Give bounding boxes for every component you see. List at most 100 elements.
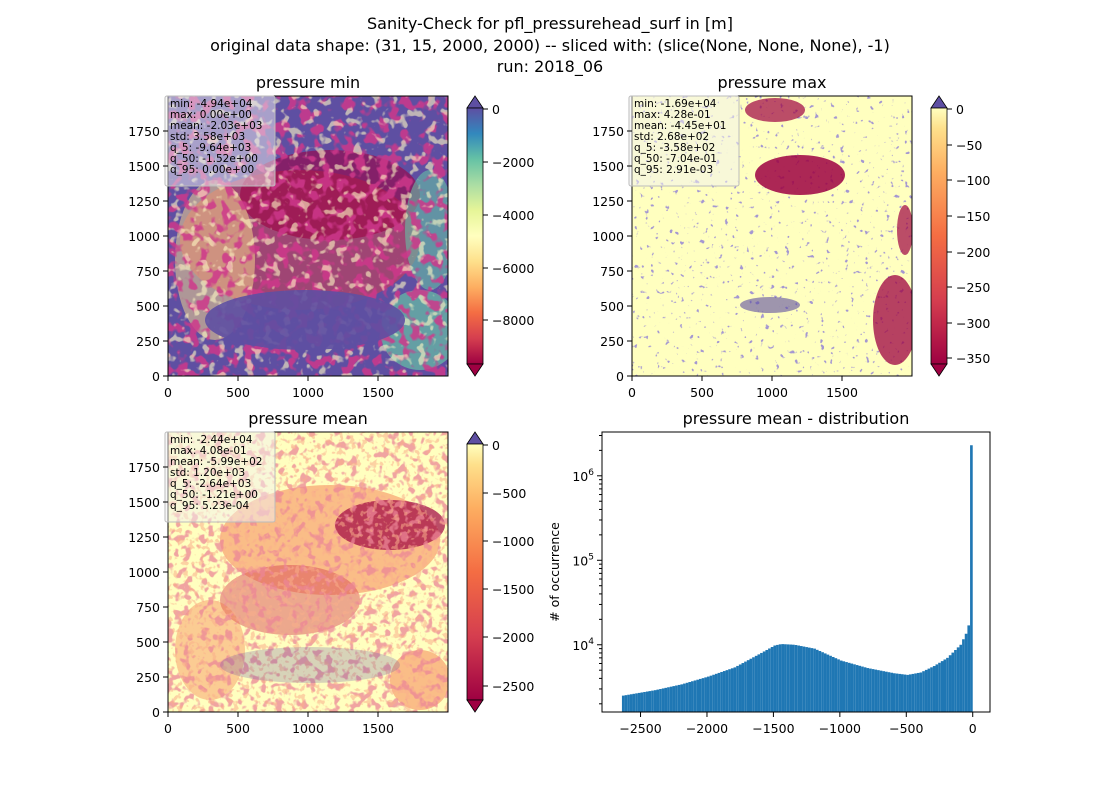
y-tick-label: 750 [136, 264, 160, 279]
x-tick-label: −2500 [619, 721, 661, 736]
histogram-bar [738, 664, 742, 712]
stats-box: min: -4.94e+04 max: 0.00e+00 mean: -2.03… [164, 95, 276, 187]
histogram-bar [659, 689, 662, 712]
histogram-bar [656, 689, 660, 712]
stat-line: q_5: -3.58e+02 [634, 142, 715, 154]
histogram-bar [946, 657, 949, 712]
x-tick-label: 0 [164, 385, 172, 400]
histogram-bar [818, 651, 822, 712]
x-tick-label: −2000 [686, 721, 728, 736]
histogram-bar [964, 633, 968, 712]
stat-line: q_95: 5.23e-04 [170, 500, 249, 512]
panel-pressure-min: pressure min min: -4.94e+04 max: 0.00e+0… [128, 73, 534, 400]
histogram-bar [691, 681, 694, 712]
histogram-bar [677, 684, 681, 712]
histogram-bar [861, 666, 864, 712]
stat-line: std: 1.20e+03 [170, 467, 245, 479]
histogram-bar [855, 665, 859, 712]
histogram-bar [688, 682, 692, 712]
y-axis: 0 250 500 750 1000 1250 1500 1750 [128, 460, 168, 720]
histogram-bar [754, 655, 758, 712]
histogram-bar [693, 680, 697, 712]
histogram-bar [629, 694, 633, 712]
colorbar-tick-label: −1000 [492, 534, 534, 549]
stat-line: mean: -5.99e+02 [170, 456, 262, 468]
histogram-bar [706, 676, 710, 712]
y-tick-label: 250 [136, 670, 160, 685]
x-tick-label: 0 [969, 721, 977, 736]
stat-line: mean: -2.03e+03 [170, 120, 262, 132]
panel-pressure-max: pressure max min: -1.69e+04 max: 4.28e-0… [592, 73, 990, 400]
stat-line: q_50: -1.21e+00 [170, 489, 258, 501]
colorbar-tick-label: −2000 [492, 155, 534, 170]
histogram-bar [842, 661, 846, 712]
histogram-bar [701, 678, 705, 712]
colorbar-tick-label: 0 [956, 102, 964, 117]
histogram-bar [874, 669, 878, 712]
x-tick-label: 1000 [756, 385, 788, 400]
y-tick-label: 1500 [592, 159, 624, 174]
histogram-bar [930, 667, 933, 712]
histogram-bar [871, 669, 875, 712]
panel-pressure-mean: pressure mean min: -2.44e+04 max: 4.08e-… [128, 409, 534, 736]
suptitle-line-1: Sanity-Check for pfl_pressurehead_surf i… [367, 14, 733, 34]
histogram-bar [778, 644, 782, 712]
x-axis: −2500 −2000 −1500 −1000 −500 0 [619, 712, 977, 736]
histogram-bar [746, 660, 750, 712]
heatmap-image [168, 96, 448, 376]
colorbar-tick-label: −200 [956, 245, 990, 260]
histogram-bar [709, 675, 713, 712]
colorbar-tick-label: −50 [956, 138, 982, 153]
histogram-bar [863, 667, 867, 712]
x-tick-label: 1500 [362, 385, 394, 400]
x-tick-label: −500 [889, 721, 923, 736]
histogram-bar [699, 678, 702, 712]
histogram-bar [829, 655, 832, 712]
stat-line: q_5: -9.64e+03 [170, 142, 251, 154]
panel-distribution: pressure mean - distribution −2500 −2000 −… [547, 409, 991, 736]
y-tick-label: 500 [136, 299, 160, 314]
histogram-bar [908, 674, 912, 712]
histogram-bar [741, 663, 745, 712]
histogram-bar [807, 647, 811, 712]
x-tick-label: 0 [164, 721, 172, 736]
y-tick-label: 1000 [592, 229, 624, 244]
histogram-bar [837, 659, 840, 712]
histogram-bar [956, 647, 960, 712]
histogram-bar [749, 658, 753, 712]
y-tick-label: 1750 [592, 124, 624, 139]
histogram-bar [781, 644, 785, 712]
histogram-bar [768, 648, 771, 712]
stat-line: q_50: -7.04e-01 [634, 153, 717, 165]
histogram-bar [712, 674, 715, 712]
histogram-bar [799, 646, 803, 712]
stats-box: min: -2.44e+04 max: 4.08e-01 mean: -5.99… [164, 431, 276, 523]
panel-title: pressure mean - distribution [683, 409, 910, 428]
histogram-bar [664, 687, 668, 712]
histogram-bar [789, 644, 793, 712]
histogram-bar [672, 686, 676, 712]
histogram-bar [831, 656, 835, 712]
panel-title: pressure max [717, 73, 826, 92]
histogram-bar [760, 652, 763, 712]
histogram-bar [866, 668, 870, 712]
histogram-bar [776, 644, 779, 712]
histogram-bar [773, 645, 777, 712]
histogram-bar [648, 691, 652, 712]
histogram-bar [765, 649, 769, 712]
histogram-bar [627, 694, 630, 712]
stat-line: std: 2.68e+02 [634, 131, 709, 143]
histogram-bar [906, 674, 909, 712]
histogram-bar [903, 674, 907, 712]
histogram-bar [951, 652, 955, 712]
histogram-bar [757, 654, 761, 712]
histogram-bar [847, 662, 851, 712]
histogram-bar [839, 660, 843, 712]
colorbar-tick-label: −1500 [492, 582, 534, 597]
colorbar-tick-label: −150 [956, 209, 990, 224]
histogram-bar [821, 652, 824, 712]
suptitle-line-2: original data shape: (31, 15, 2000, 2000… [210, 36, 890, 55]
histogram-bar [797, 645, 800, 712]
y-tick-label: 1250 [592, 194, 624, 209]
colorbar-tick-label: −8000 [492, 313, 534, 328]
